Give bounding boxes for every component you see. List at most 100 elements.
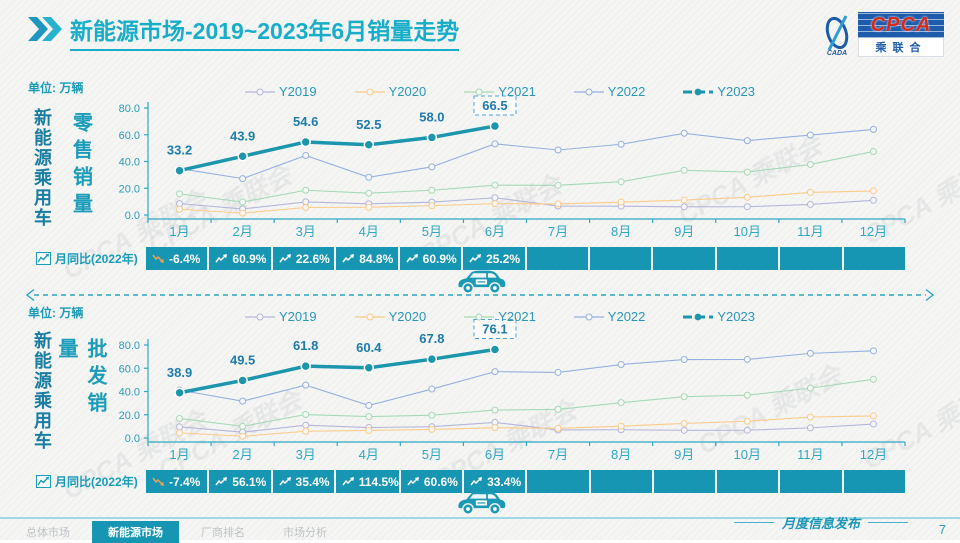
footer-tab-新能源市场[interactable]: 新能源市场	[92, 521, 179, 543]
legend-item-y2021: Y2021	[464, 309, 536, 324]
legend-marker-icon	[245, 313, 276, 320]
cpca-watermark: CPCA 乘联会	[857, 149, 960, 251]
series-line-y2023	[179, 124, 496, 173]
legend-retail: Y2019 Y2020 Y2021 Y2022 Y2023	[130, 84, 870, 99]
legend-label: Y2019	[279, 84, 317, 99]
trend-chart-icon	[36, 475, 51, 488]
section-divider	[24, 288, 936, 307]
data-label: 38.9	[167, 365, 192, 380]
yoy-value: 33.4%	[487, 474, 522, 489]
data-label: 67.8	[419, 331, 444, 346]
x-axis-tick: 12月	[860, 447, 887, 462]
yoy-label-wholesale: 月同比(2022年)	[36, 473, 138, 490]
y-axis-tick: 40.0	[119, 157, 140, 169]
y-axis-tick: 0.0	[125, 433, 140, 445]
unit-label-retail: 单位: 万辆	[28, 81, 84, 95]
legend-item-y2019: Y2019	[245, 309, 317, 324]
trend-up-icon	[407, 477, 419, 486]
x-axis-tick: 2月	[233, 224, 253, 239]
series-line-y2021	[179, 378, 874, 427]
trend-up-icon	[470, 477, 483, 486]
unit-label-wholesale: 单位: 万辆	[28, 306, 84, 320]
cpca-watermark: CPCA 乘联会	[142, 159, 297, 261]
yoy-cells-wholesale: -7.4% 56.1% 35.4% 114.5% 60.6% 33.4%	[146, 470, 905, 493]
x-axis-tick: 1月	[169, 447, 189, 462]
legend-label: Y2020	[388, 84, 427, 99]
y-axis-tick: 60.0	[119, 130, 140, 142]
trend-up-icon	[469, 254, 482, 263]
yoy-cell: 60.9%	[399, 247, 462, 270]
legend-marker-icon	[464, 88, 495, 95]
x-axis-tick: 4月	[359, 447, 379, 462]
legend-label: Y2021	[498, 84, 536, 99]
series-line-y2020	[179, 190, 874, 214]
legend-item-y2023: Y2023	[683, 309, 755, 324]
cpca-logo-cpca: CPCA	[858, 12, 944, 38]
yoy-cell: 84.8%	[336, 247, 398, 270]
wholesale-sales-chart: 0.0 20.0 40.0 60.0 80.0 1月 2月 3月 4月 5月 6月 7月 8月 9月 10月…	[119, 319, 906, 462]
x-axis-tick: 3月	[296, 224, 316, 239]
trend-up-icon	[406, 254, 418, 263]
yoy-value: 25.2%	[486, 251, 521, 266]
cpca-watermark: CPCA 乘联会	[692, 359, 847, 461]
yoy-cell: -6.4%	[146, 247, 208, 270]
yoy-row-retail: 月同比(2022年) -6.4% 60.9% 22.6% 84.8% 60.9% 25.2…	[0, 247, 960, 270]
cpca-watermark: CPCA 乘联会	[672, 129, 827, 231]
yoy-cell	[527, 470, 589, 493]
yoy-cell	[843, 470, 905, 493]
footer-tab-厂商排名[interactable]: 厂商排名	[201, 527, 245, 539]
yoy-value: 84.8%	[359, 251, 394, 266]
x-axis-tick: 5月	[422, 447, 442, 462]
header: 新能源市场-2019~2023年6月销量走势	[28, 16, 460, 51]
legend-item-y2021: Y2021	[464, 84, 536, 99]
yoy-cell: 25.2%	[463, 247, 525, 270]
svg-text:CADA: CADA	[827, 50, 847, 56]
page-title: 新能源市场-2019~2023年6月销量走势	[70, 16, 460, 51]
ev-car-icon	[455, 268, 507, 300]
yoy-cell	[780, 470, 842, 493]
data-label: 33.2	[167, 143, 192, 158]
series-line-y2019	[179, 197, 874, 210]
data-label: 49.5	[230, 352, 255, 367]
yoy-cell	[653, 247, 715, 270]
yoy-cell: 60.6%	[400, 470, 463, 493]
double-chevron-icon	[28, 17, 62, 41]
ev-car-icon	[455, 489, 507, 521]
x-axis-tick: 3月	[296, 447, 316, 462]
y-axis-tick: 60.0	[119, 363, 140, 375]
trend-down-icon	[152, 477, 164, 486]
yoy-cell	[780, 247, 842, 270]
side-label-nev-retail: 新能源乘用车	[32, 108, 52, 228]
x-axis-tick: 12月	[860, 224, 887, 239]
cpca-swoosh-icon: CADA	[825, 14, 849, 56]
title-rest: -2019~2023年6月销量走势	[185, 18, 460, 44]
legend-item-y2019: Y2019	[245, 84, 317, 99]
legend-marker-icon	[464, 313, 495, 320]
yoy-cell	[589, 247, 652, 270]
trend-up-icon	[278, 477, 291, 486]
data-label: 58.0	[419, 109, 444, 124]
y-axis-tick: 80.0	[119, 103, 140, 115]
series-line-y2019	[179, 421, 874, 433]
legend-marker-icon	[683, 88, 714, 95]
legend-label: Y2022	[607, 84, 646, 99]
legend-item-y2022: Y2022	[573, 84, 646, 99]
yoy-label-retail: 月同比(2022年)	[36, 250, 138, 267]
series-line-y2022	[179, 128, 874, 180]
legend-marker-icon	[354, 313, 385, 320]
legend-label: Y2022	[607, 309, 646, 324]
data-label: 66.5	[482, 98, 507, 113]
yoy-cell: 22.6%	[272, 247, 335, 270]
y-axis-tick: 80.0	[119, 340, 140, 352]
publish-line-left	[733, 522, 774, 523]
yoy-cell: 56.1%	[209, 470, 271, 493]
yoy-cell	[843, 247, 905, 270]
yoy-cell: 33.4%	[464, 470, 526, 493]
footer-tab-总体市场[interactable]: 总体市场	[26, 527, 70, 539]
yoy-value: 35.4%	[295, 474, 330, 489]
x-axis-tick: 9月	[674, 447, 694, 462]
yoy-cell: 114.5%	[335, 470, 399, 493]
data-label: 60.4	[356, 340, 382, 355]
footer-tab-市场分析[interactable]: 市场分析	[283, 527, 327, 539]
side-label-nev-wholesale: 新能源乘用车	[32, 331, 52, 451]
